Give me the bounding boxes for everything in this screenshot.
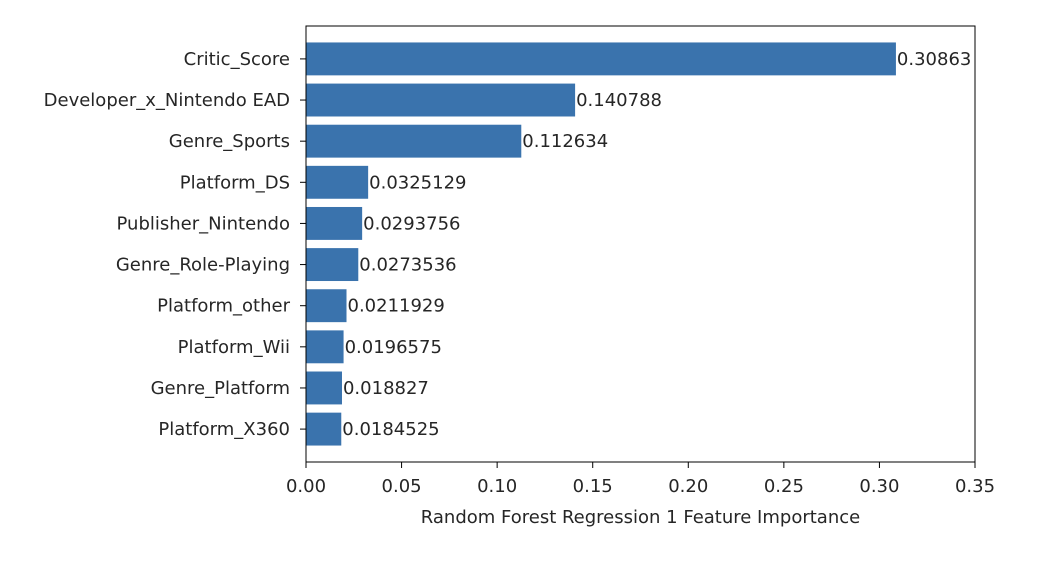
bars-group	[306, 42, 896, 446]
x-tick-label: 0.30	[859, 476, 899, 497]
bar	[306, 124, 522, 158]
bar-value-label: 0.30863	[897, 49, 971, 70]
bar	[306, 412, 342, 446]
bar	[306, 165, 369, 199]
x-tick-label: 0.20	[668, 476, 708, 497]
x-tick-label: 0.25	[764, 476, 804, 497]
x-tick-label: 0.10	[477, 476, 517, 497]
category-label: Genre_Sports	[169, 131, 290, 152]
bar	[306, 42, 896, 76]
bar	[306, 371, 342, 405]
bar-value-label: 0.018827	[343, 378, 429, 399]
category-label: Platform_X360	[158, 419, 290, 440]
bar-value-label: 0.112634	[522, 131, 608, 152]
category-labels-group: Critic_Score Developer_x_Nintendo EAD Genr…	[44, 49, 291, 440]
category-label: Developer_x_Nintendo EAD	[44, 90, 290, 111]
x-tick-label: 0.00	[286, 476, 326, 497]
value-labels-group: 0.30863 0.140788 0.112634 0.0325129 0.029375…	[342, 49, 971, 440]
x-tick-label: 0.15	[573, 476, 613, 497]
bar	[306, 83, 576, 117]
category-label: Genre_Role-Playing	[116, 255, 290, 276]
x-tick-label: 0.05	[382, 476, 422, 497]
category-label: Platform_other	[157, 296, 290, 317]
bar	[306, 248, 359, 282]
category-label: Genre_Platform	[151, 378, 290, 399]
category-label: Platform_Wii	[178, 337, 290, 358]
bar-value-label: 0.140788	[576, 90, 662, 111]
bar-value-label: 0.0184525	[342, 419, 439, 440]
bar	[306, 206, 363, 240]
bar-value-label: 0.0211929	[348, 296, 445, 317]
bar	[306, 289, 347, 323]
y-ticks-group	[300, 58, 306, 430]
category-label: Critic_Score	[184, 49, 290, 70]
bar	[306, 330, 344, 364]
x-ticks-group: 0.00 0.05 0.10 0.15 0.20 0.25 0.30 0.35	[286, 462, 995, 497]
category-label: Platform_DS	[180, 172, 290, 193]
bar-value-label: 0.0325129	[369, 172, 466, 193]
bar-value-label: 0.0273536	[359, 255, 456, 276]
bar-value-label: 0.0196575	[345, 337, 442, 358]
x-tick-label: 0.35	[955, 476, 995, 497]
category-label: Publisher_Nintendo	[117, 213, 291, 234]
x-axis-label: Random Forest Regression 1 Feature Impor…	[421, 507, 860, 528]
plot-frame	[305, 25, 976, 463]
bar-value-label: 0.0293756	[363, 213, 460, 234]
